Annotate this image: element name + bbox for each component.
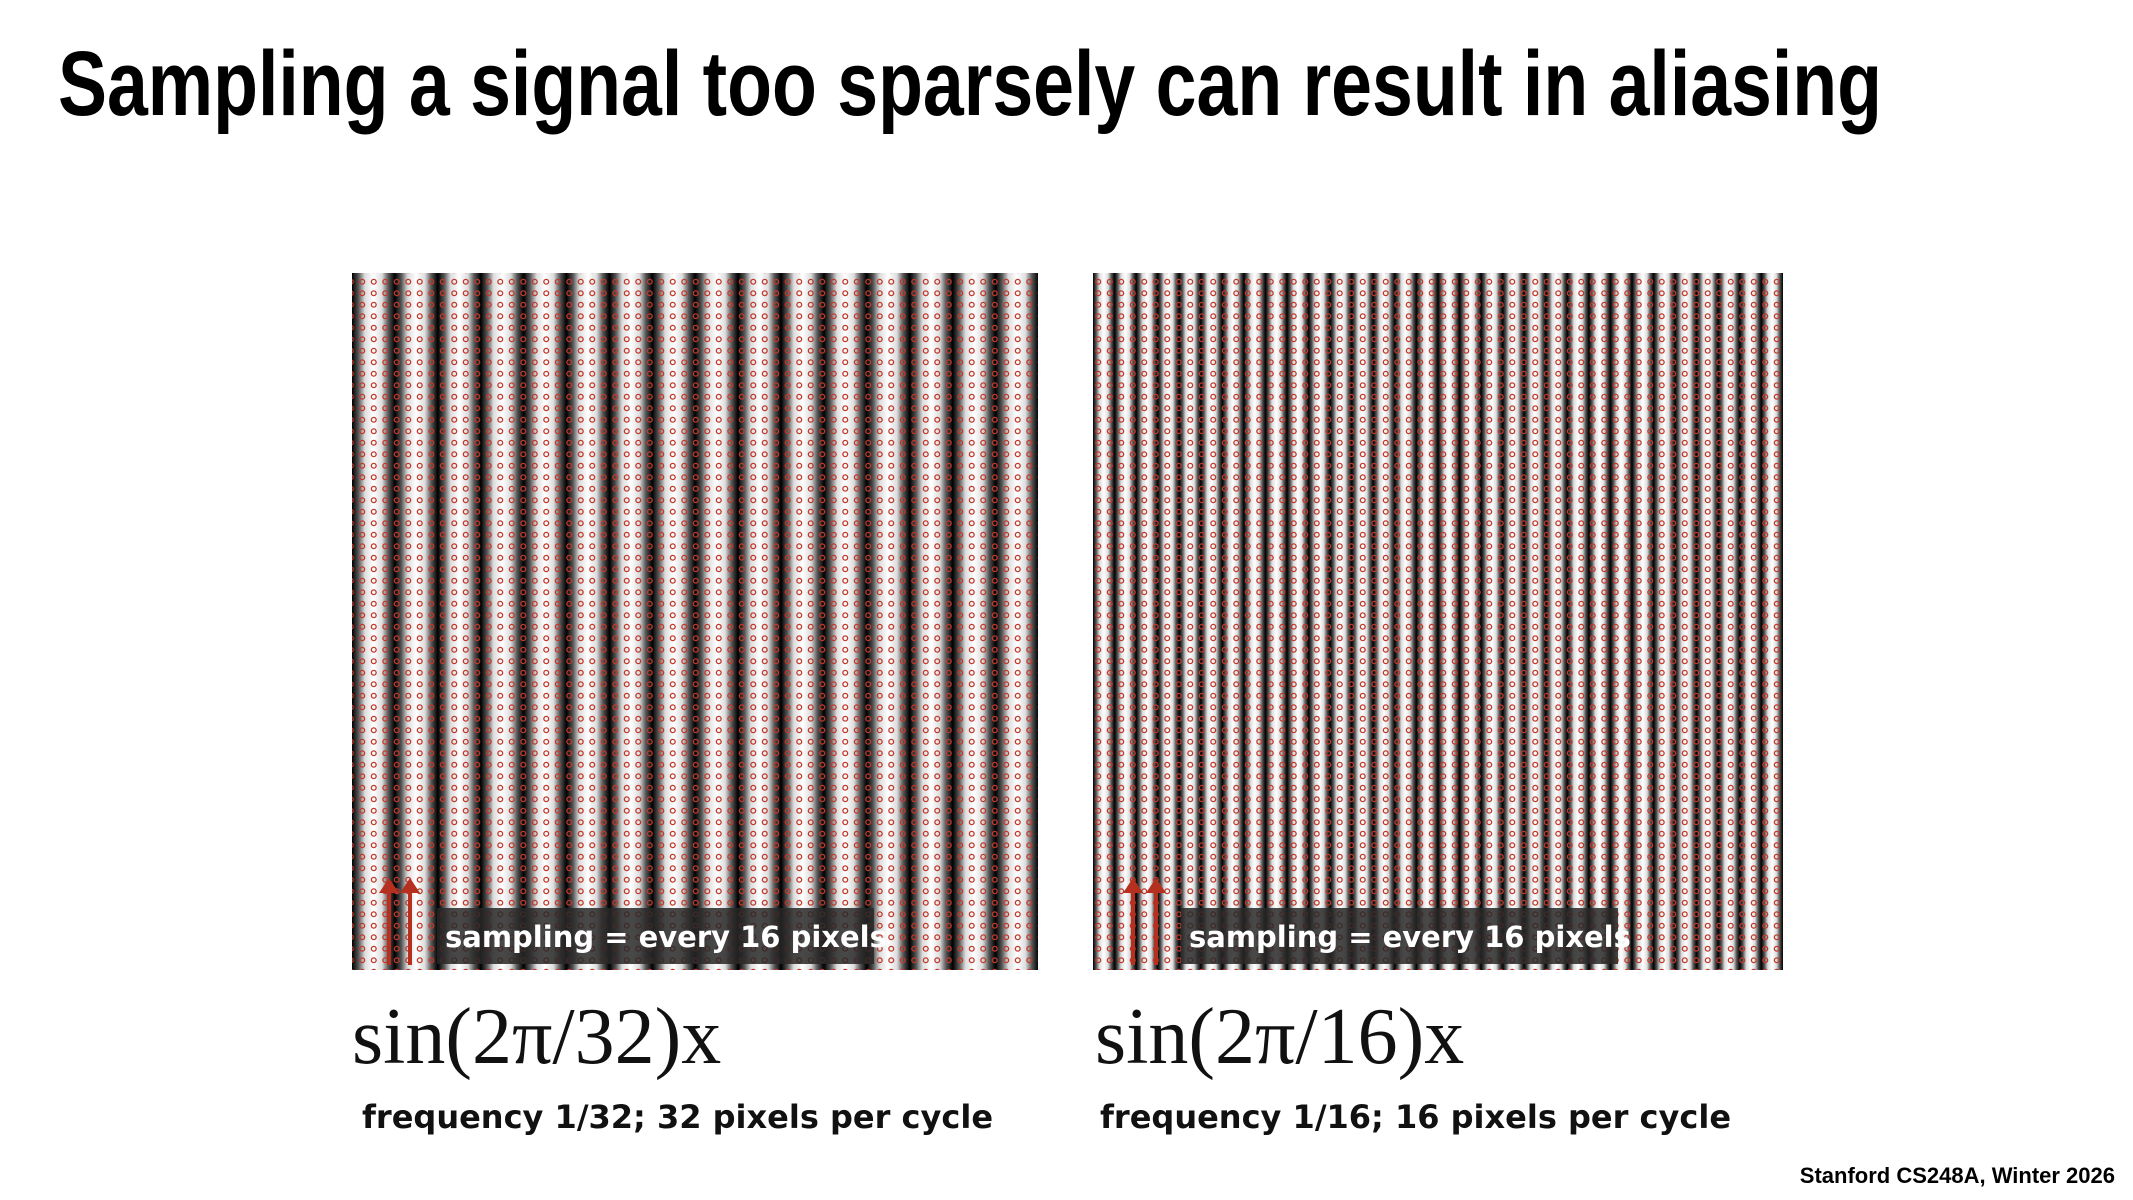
panel: sampling = every 16 pixels sin(2π/32)x f… [352, 273, 1038, 1136]
panel: sampling = every 16 pixels sin(2π/16)x f… [1093, 273, 1783, 1136]
arrow-head [400, 878, 420, 893]
formula: sin(2π/32)x [352, 993, 721, 1081]
caption: frequency 1/32; 32 pixels per cycle [362, 1098, 993, 1136]
caption: frequency 1/16; 16 pixels per cycle [1100, 1098, 1731, 1136]
sampling-label: sampling = every 16 pixels [1189, 920, 1631, 954]
arrow-head [379, 878, 399, 893]
sample-dots [1093, 273, 1783, 970]
footer: Stanford CS248A, Winter 2026 [1800, 1163, 2115, 1188]
slide-title: Sampling a signal too sparsely can resul… [58, 33, 1882, 135]
arrow-head [1123, 878, 1143, 893]
label-box [1181, 908, 1618, 964]
sampling-label: sampling = every 16 pixels [445, 920, 887, 954]
label-box [437, 908, 874, 964]
arrow-head [1146, 878, 1166, 893]
formula: sin(2π/16)x [1095, 993, 1464, 1081]
sample-dots [352, 273, 1038, 970]
